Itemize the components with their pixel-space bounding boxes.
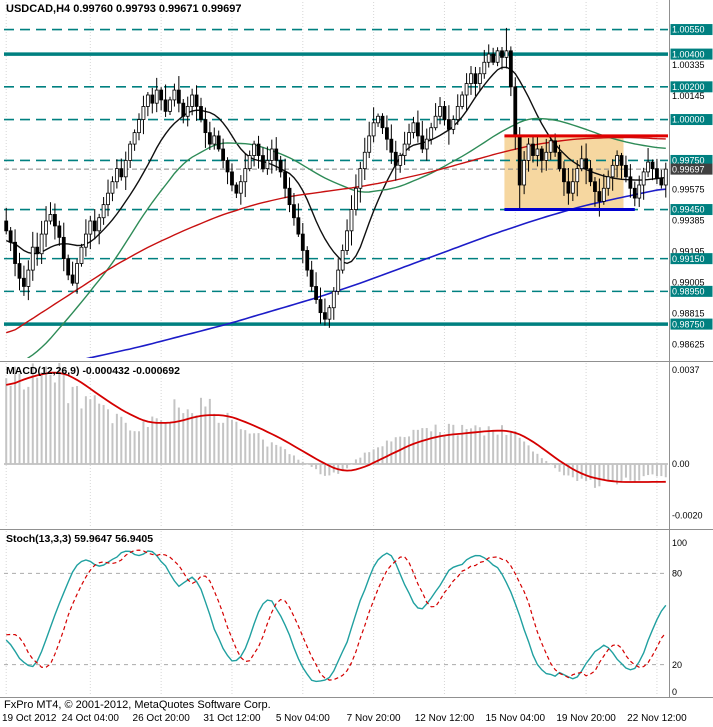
- panel-separator-macd-stoch[interactable]: [0, 529, 713, 530]
- svg-text:0: 0: [672, 687, 677, 697]
- svg-text:0.99697: 0.99697: [672, 164, 705, 174]
- price-axis[interactable]: [669, 0, 713, 697]
- svg-text:1.00145: 1.00145: [672, 91, 705, 101]
- svg-text:0.98750: 0.98750: [672, 319, 705, 329]
- stoch-main-line: [5, 550, 667, 683]
- svg-text:0.98950: 0.98950: [672, 287, 705, 297]
- svg-text:1.00000: 1.00000: [672, 115, 705, 125]
- time-axis-label: 19 Oct 2012: [2, 713, 57, 724]
- svg-text:0.99385: 0.99385: [672, 215, 705, 225]
- svg-text:0.99575: 0.99575: [672, 184, 705, 194]
- time-axis-label: 5 Nov 04:00: [275, 713, 330, 724]
- svg-text:1.00335: 1.00335: [672, 60, 705, 70]
- panel-separator-main-macd[interactable]: [0, 361, 713, 362]
- ma-slowest-line: [85, 188, 666, 358]
- svg-text:0.99750: 0.99750: [672, 156, 705, 166]
- svg-text:20: 20: [672, 660, 682, 670]
- svg-text:100: 100: [672, 538, 687, 548]
- svg-text:0.99450: 0.99450: [672, 205, 705, 215]
- time-axis-label: 19 Nov 20:00: [556, 713, 616, 724]
- candlestick-series: [4, 27, 668, 328]
- svg-text:0.0037: 0.0037: [672, 365, 700, 375]
- macd-histogram: [5, 363, 667, 488]
- vertical-gridlines: [5, 2, 658, 696]
- time-axis-label: 22 Nov 12:00: [627, 713, 687, 724]
- svg-text:0.99150: 0.99150: [672, 254, 705, 264]
- time-axis-label: 26 Oct 20:00: [132, 713, 190, 724]
- svg-text:1.00550: 1.00550: [672, 25, 705, 35]
- svg-text:0.98625: 0.98625: [672, 340, 705, 350]
- svg-text:0.00: 0.00: [672, 459, 690, 469]
- ma-medium-line: [26, 117, 666, 358]
- svg-text:0.99195: 0.99195: [672, 246, 705, 256]
- svg-text:1.00200: 1.00200: [672, 82, 705, 92]
- time-axis-label: 7 Nov 20:00: [346, 713, 401, 724]
- svg-text:-0.0020: -0.0020: [672, 511, 703, 521]
- price-axis-labels: 1.00335 1.00145 0.99575 0.99385 0.99195 0.990…: [670, 24, 713, 697]
- svg-text:0.99005: 0.99005: [672, 278, 705, 288]
- time-axis-label: 12 Nov 12:00: [414, 713, 475, 724]
- stoch-signal-line: [6, 549, 667, 681]
- time-axis-label: 15 Nov 04:00: [485, 713, 546, 724]
- macd-signal-line: [6, 371, 666, 483]
- svg-text:0.98815: 0.98815: [672, 309, 705, 319]
- svg-text:80: 80: [672, 569, 682, 579]
- time-axis-labels: 19 Oct 2012 24 Oct 04:00 26 Oct 20:00 31 Oc…: [0, 713, 713, 727]
- panel-separator-bottom: [0, 697, 713, 698]
- time-axis-label: 31 Oct 12:00: [203, 713, 261, 724]
- svg-text:1.00400: 1.00400: [672, 49, 705, 59]
- time-axis-label: 24 Oct 04:00: [61, 713, 119, 724]
